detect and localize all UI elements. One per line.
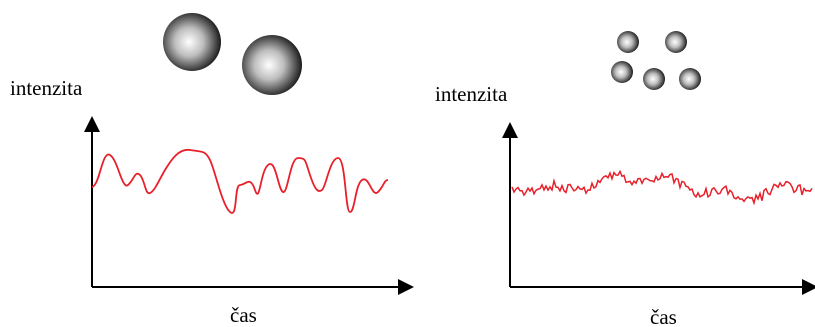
- signal-slow: [91, 149, 389, 214]
- y-label: intenzita: [435, 82, 508, 106]
- signal-fast: [511, 169, 813, 206]
- particle: [163, 13, 221, 71]
- particle: [665, 31, 687, 53]
- panel-large-particles: intenzita čas: [10, 13, 414, 327]
- y-label: intenzita: [10, 76, 83, 100]
- particle: [242, 35, 302, 95]
- particle: [643, 68, 665, 90]
- particle: [679, 68, 701, 90]
- particle: [617, 31, 639, 53]
- panel-small-particles: intenzita čas: [435, 31, 815, 327]
- particle: [611, 61, 633, 83]
- x-label: čas: [230, 303, 257, 327]
- x-label: čas: [650, 305, 677, 327]
